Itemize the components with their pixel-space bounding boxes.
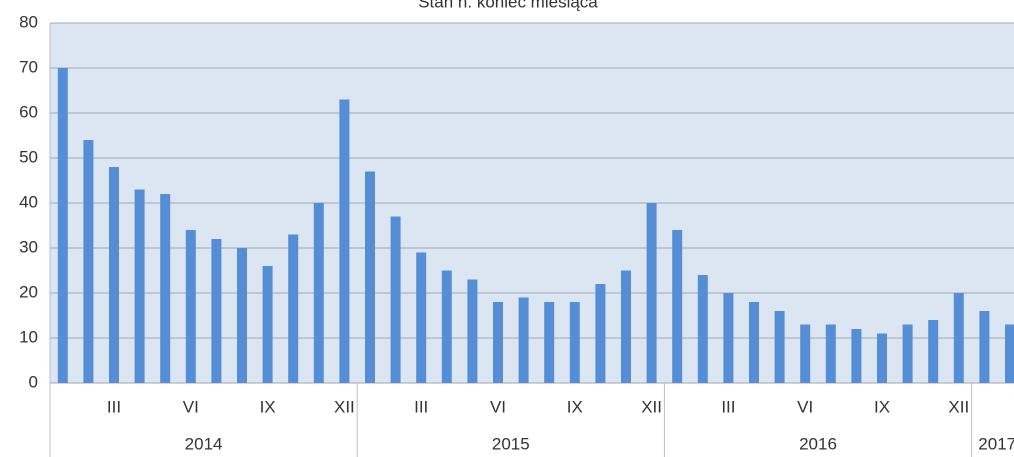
- x-tick-label: VI: [797, 397, 813, 416]
- bar: [57, 68, 68, 383]
- y-tick-label: 20: [19, 282, 38, 301]
- x-tick-label: IX: [567, 397, 583, 416]
- bar: [109, 167, 119, 383]
- group-label: 2014: [185, 434, 223, 453]
- chart-title: Stan n. koniec miesiąca: [418, 0, 598, 11]
- bar: [672, 230, 683, 383]
- bar: [723, 293, 734, 383]
- x-tick-label: III: [107, 397, 121, 416]
- y-tick-label: 70: [19, 57, 38, 76]
- y-tick-label: 0: [29, 372, 38, 391]
- bar: [262, 266, 273, 383]
- bar: [569, 302, 580, 383]
- group-label: 2017: [978, 434, 1014, 453]
- bar: [544, 302, 555, 383]
- bar: [800, 324, 811, 383]
- y-tick-label: 30: [19, 237, 38, 256]
- bar: [595, 284, 606, 383]
- y-tick-label: 40: [19, 192, 38, 211]
- bar: [902, 324, 913, 383]
- bar: [441, 270, 452, 383]
- bar: [134, 189, 145, 383]
- x-tick-label: XII: [641, 397, 662, 416]
- x-tick-label: XII: [948, 397, 969, 416]
- group-label: 2015: [492, 434, 530, 453]
- bar: [518, 297, 529, 383]
- bar: [621, 270, 631, 383]
- bar: [749, 302, 759, 383]
- bar: [851, 329, 862, 383]
- y-tick-label: 10: [19, 327, 38, 346]
- y-tick-label: 50: [19, 147, 38, 166]
- bar: [416, 252, 427, 383]
- x-tick-label: XII: [334, 397, 355, 416]
- bar: [774, 311, 785, 383]
- x-tick-label: VI: [490, 397, 506, 416]
- bar: [339, 99, 350, 383]
- bar: [953, 293, 964, 383]
- bar: [979, 311, 990, 383]
- bar: [288, 234, 299, 383]
- bar: [825, 324, 836, 383]
- x-tick-label: VI: [183, 397, 199, 416]
- bar: [697, 275, 708, 383]
- group-label: 2016: [799, 434, 837, 453]
- bar: [493, 302, 503, 383]
- x-tick-label: IX: [874, 397, 890, 416]
- y-tick-label: 60: [19, 102, 38, 121]
- bar: [313, 203, 324, 383]
- bar: [390, 216, 401, 383]
- bar: [83, 140, 94, 383]
- bar: [160, 194, 171, 383]
- bar: [1005, 324, 1014, 383]
- bar: [237, 248, 247, 383]
- bar: [365, 171, 375, 383]
- bar: [467, 279, 478, 383]
- bar: [877, 333, 887, 383]
- bar: [211, 239, 222, 383]
- y-tick-label: 80: [19, 12, 38, 31]
- x-tick-label: III: [414, 397, 428, 416]
- bar: [185, 230, 196, 383]
- bar: [646, 203, 657, 383]
- x-tick-label: III: [721, 397, 735, 416]
- bar: [928, 320, 939, 383]
- x-tick-label: IX: [260, 397, 276, 416]
